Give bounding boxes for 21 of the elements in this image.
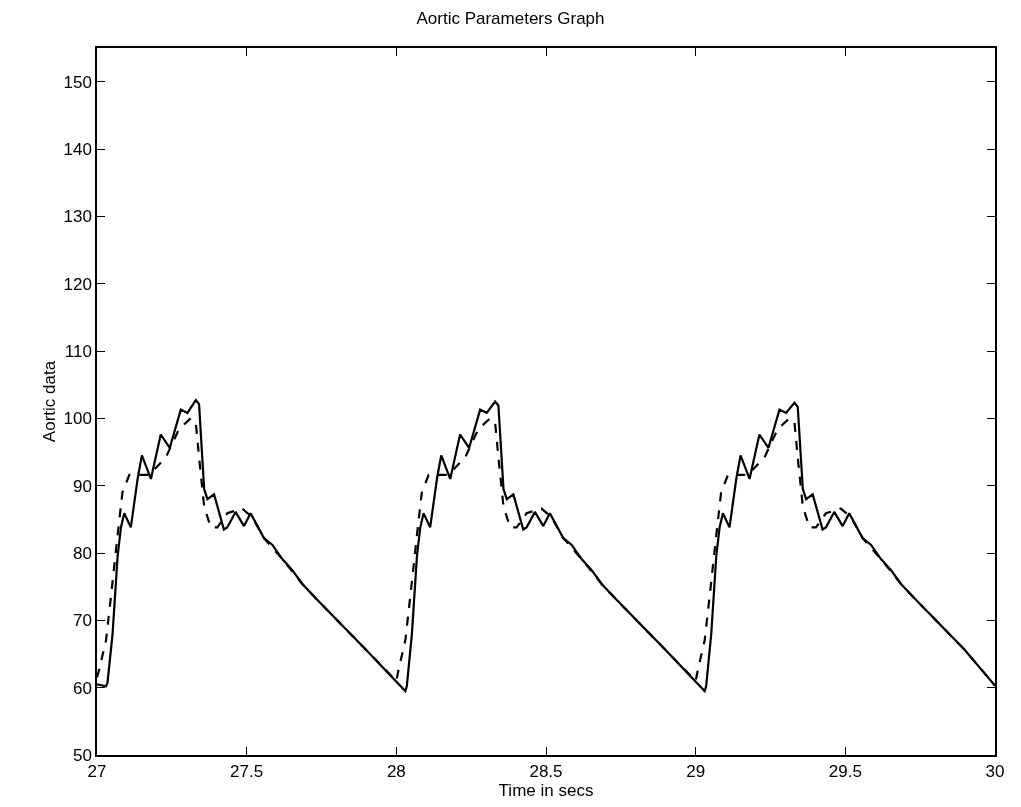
y-tick-label: 70 (72, 611, 92, 631)
y-tick-label: 80 (72, 543, 92, 563)
chart-title: Aortic Parameters Graph (416, 9, 605, 28)
y-tick-label: 140 (63, 139, 92, 159)
x-tick-label: 30 (985, 762, 1005, 782)
x-tick-label: 27.5 (230, 762, 264, 782)
y-tick-label: 150 (63, 72, 92, 92)
y-tick-label: 130 (63, 207, 92, 227)
x-tick-label: 29.5 (828, 762, 862, 782)
y-tick-label: 50 (72, 745, 92, 765)
y-tick-label: 120 (63, 274, 92, 294)
y-tick-label: 100 (63, 409, 92, 429)
x-tick-label: 28.5 (529, 762, 563, 782)
y-tick-label: 60 (72, 678, 92, 698)
x-tick-label: 29 (686, 762, 706, 782)
x-axis-title: Time in secs (498, 781, 594, 801)
y-tick-label: 90 (72, 476, 92, 496)
x-tick-label: 28 (386, 762, 406, 782)
y-axis-title: Aortic data (39, 360, 59, 443)
y-tick-label: 110 (64, 341, 92, 361)
x-tick-label: 27 (87, 762, 107, 782)
